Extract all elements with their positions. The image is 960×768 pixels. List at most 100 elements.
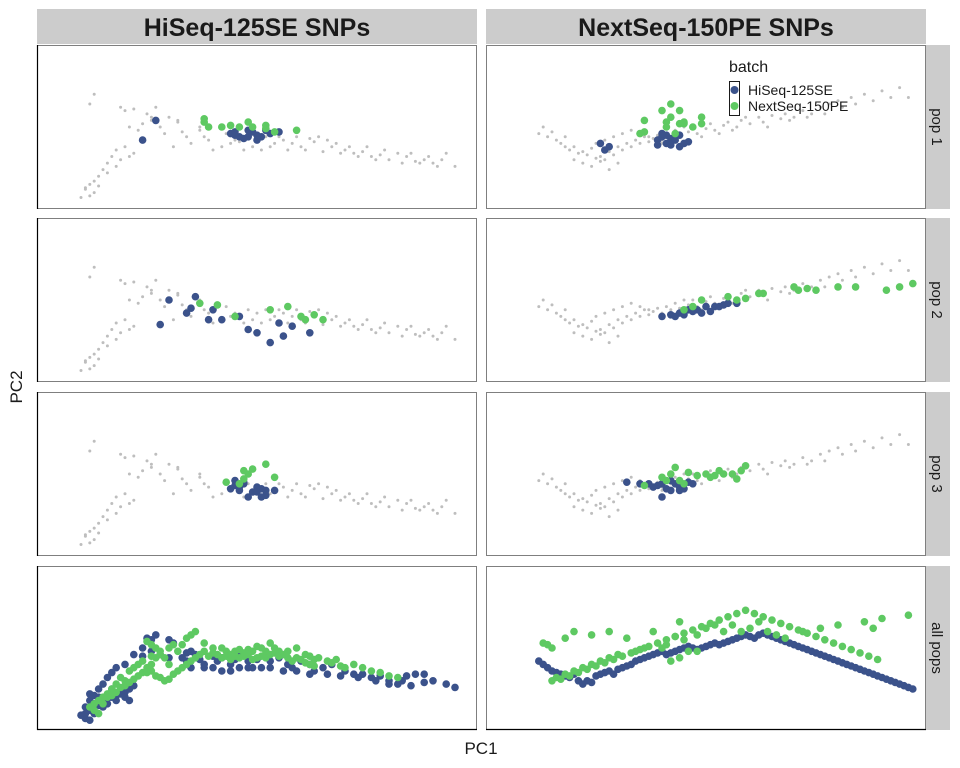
background-point-hiseq-125se-snps-pop-2: [171, 318, 175, 322]
background-point-hiseq-125se-snps-pop-3: [339, 498, 343, 502]
background-point-hiseq-125se-snps-pop-3: [321, 497, 325, 501]
point-nextseq-150pe-nextseq-150pe-snps-all-pops: [605, 627, 613, 636]
background-point-nextseq-150pe-snps-pop-1: [616, 161, 620, 165]
point-nextseq-150pe-nextseq-150pe-snps-all-pops: [636, 645, 644, 654]
background-point-nextseq-150pe-snps-pop-2: [594, 314, 598, 318]
point-nextseq-150pe-nextseq-150pe-snps-pop-2: [834, 283, 842, 291]
background-point-hiseq-125se-snps-pop-1: [334, 141, 338, 145]
background-point-hiseq-125se-snps-pop-2: [440, 331, 444, 335]
background-point-hiseq-125se-snps-pop-1: [83, 187, 87, 191]
point-nextseq-150pe-nextseq-150pe-snps-all-pops: [821, 636, 829, 644]
background-point-hiseq-125se-snps-pop-1: [400, 161, 404, 165]
background-point-hiseq-125se-snps-pop-3: [198, 472, 202, 476]
background-point-hiseq-125se-snps-pop-1: [290, 141, 294, 145]
background-point-hiseq-125se-snps-pop-3: [352, 498, 356, 502]
background-point-nextseq-150pe-snps-pop-1: [739, 118, 743, 122]
background-point-hiseq-125se-snps-pop-2: [330, 318, 334, 322]
background-point-nextseq-150pe-snps-pop-2: [603, 331, 607, 335]
point-nextseq-150pe-nextseq-150pe-snps-pop-2: [680, 306, 688, 314]
background-point-hiseq-125se-snps-pop-1: [123, 109, 127, 113]
background-point-hiseq-125se-snps-pop-1: [435, 164, 439, 168]
background-point-nextseq-150pe-snps-pop-2: [612, 326, 616, 330]
background-point-hiseq-125se-snps-pop-1: [347, 145, 351, 149]
background-point-hiseq-125se-snps-pop-2: [409, 324, 413, 328]
background-point-hiseq-125se-snps-pop-3: [418, 508, 422, 512]
point-nextseq-150pe-hiseq-125se-snps-all-pops: [367, 667, 376, 675]
background-point-hiseq-125se-snps-pop-2: [92, 364, 96, 368]
background-point-nextseq-150pe-snps-pop-2: [647, 313, 651, 317]
point-nextseq-150pe-hiseq-125se-snps-pop-2: [301, 315, 310, 324]
point-hiseq-125se-hiseq-125se-snps-pop-1: [138, 136, 147, 144]
background-point-nextseq-150pe-snps-pop-2: [554, 311, 558, 315]
background-point-nextseq-150pe-snps-pop-1: [581, 161, 585, 165]
point-nextseq-150pe-nextseq-150pe-snps-all-pops: [662, 636, 671, 644]
background-point-hiseq-125se-snps-pop-2: [189, 314, 193, 318]
background-point-hiseq-125se-snps-pop-2: [405, 328, 409, 331]
background-point-nextseq-150pe-snps-pop-3: [590, 511, 594, 515]
point-nextseq-150pe-nextseq-150pe-snps-pop-1: [680, 118, 688, 126]
point-hiseq-125se-hiseq-125se-snps-pop-2: [187, 304, 195, 313]
point-hiseq-125se-hiseq-125se-snps-all-pops: [209, 663, 217, 672]
background-point-hiseq-125se-snps-pop-2: [105, 334, 109, 338]
background-point-hiseq-125se-snps-pop-1: [356, 155, 360, 158]
background-point-hiseq-125se-snps-pop-2: [97, 357, 101, 361]
point-nextseq-150pe-nextseq-150pe-snps-all-pops: [667, 657, 675, 665]
background-point-nextseq-150pe-snps-pop-1: [744, 115, 748, 119]
background-point-nextseq-150pe-snps-pop-3: [805, 462, 809, 466]
point-hiseq-125se-hiseq-125se-snps-all-pops: [442, 680, 451, 688]
background-point-hiseq-125se-snps-pop-1: [114, 164, 118, 168]
background-point-nextseq-150pe-snps-pop-2: [563, 318, 567, 322]
point-hiseq-125se-nextseq-150pe-snps-pop-1: [658, 129, 666, 138]
background-point-nextseq-150pe-snps-pop-2: [651, 310, 655, 313]
point-nextseq-150pe-nextseq-150pe-snps-pop-3: [693, 471, 701, 480]
point-hiseq-125se-hiseq-125se-snps-pop-2: [279, 332, 288, 340]
point-nextseq-150pe-nextseq-150pe-snps-all-pops: [671, 632, 679, 641]
background-point-nextseq-150pe-snps-pop-2: [906, 269, 910, 272]
legend-label-nextseq: NextSeq-150PE: [748, 98, 848, 114]
background-point-hiseq-125se-snps-pop-3: [132, 454, 136, 458]
background-point-hiseq-125se-snps-pop-2: [211, 321, 215, 325]
background-point-nextseq-150pe-snps-pop-3: [572, 492, 576, 496]
background-point-nextseq-150pe-snps-pop-2: [638, 314, 642, 318]
background-point-nextseq-150pe-snps-pop-3: [554, 485, 558, 489]
background-point-hiseq-125se-snps-pop-1: [427, 155, 431, 158]
background-point-hiseq-125se-snps-pop-2: [97, 347, 101, 351]
background-point-nextseq-150pe-snps-pop-2: [801, 282, 805, 286]
background-point-nextseq-150pe-snps-pop-1: [616, 145, 620, 149]
legend-key-box: [729, 81, 740, 116]
background-point-hiseq-125se-snps-pop-3: [176, 467, 180, 471]
background-point-nextseq-150pe-snps-pop-3: [854, 449, 858, 453]
point-nextseq-150pe-nextseq-150pe-snps-all-pops: [794, 626, 803, 634]
background-point-nextseq-150pe-snps-pop-2: [598, 328, 602, 331]
background-point-hiseq-125se-snps-pop-2: [325, 311, 329, 315]
background-point-hiseq-125se-snps-pop-1: [154, 105, 158, 109]
background-point-nextseq-150pe-snps-pop-1: [559, 141, 563, 145]
point-nextseq-150pe-nextseq-150pe-snps-pop-2: [759, 289, 767, 298]
point-hiseq-125se-hiseq-125se-snps-pop-3: [244, 493, 252, 501]
background-point-hiseq-125se-snps-pop-2: [88, 367, 92, 371]
background-point-hiseq-125se-snps-pop-3: [312, 487, 316, 491]
point-hiseq-125se-nextseq-150pe-snps-pop-2: [697, 309, 706, 317]
background-point-hiseq-125se-snps-pop-1: [378, 153, 382, 157]
background-point-hiseq-125se-snps-pop-1: [97, 174, 101, 178]
legend-key-nextseq: [730, 102, 739, 110]
point-hiseq-125se-nextseq-150pe-snps-pop-2: [658, 312, 666, 321]
point-nextseq-150pe-nextseq-150pe-snps-all-pops: [548, 677, 556, 685]
background-point-nextseq-150pe-snps-pop-3: [550, 477, 554, 481]
background-point-nextseq-150pe-snps-pop-3: [629, 492, 633, 496]
point-hiseq-125se-hiseq-125se-snps-all-pops: [411, 670, 420, 678]
background-point-nextseq-150pe-snps-pop-1: [541, 125, 545, 129]
background-point-nextseq-150pe-snps-pop-1: [810, 112, 814, 116]
point-nextseq-150pe-nextseq-150pe-snps-pop-2: [812, 286, 820, 295]
background-point-hiseq-125se-snps-pop-3: [158, 472, 162, 476]
point-hiseq-125se-nextseq-150pe-snps-pop-1: [684, 138, 693, 146]
point-nextseq-150pe-hiseq-125se-snps-pop-1: [218, 123, 226, 131]
point-hiseq-125se-hiseq-125se-snps-all-pops: [121, 660, 129, 669]
point-nextseq-150pe-nextseq-150pe-snps-all-pops: [653, 639, 662, 647]
background-point-nextseq-150pe-snps-pop-1: [603, 138, 607, 142]
background-point-hiseq-125se-snps-pop-1: [127, 155, 131, 158]
point-hiseq-125se-hiseq-125se-snps-pop-2: [191, 292, 200, 301]
background-point-nextseq-150pe-snps-pop-3: [590, 493, 594, 497]
background-point-nextseq-150pe-snps-pop-2: [770, 287, 774, 290]
background-point-nextseq-150pe-snps-pop-3: [726, 467, 730, 471]
